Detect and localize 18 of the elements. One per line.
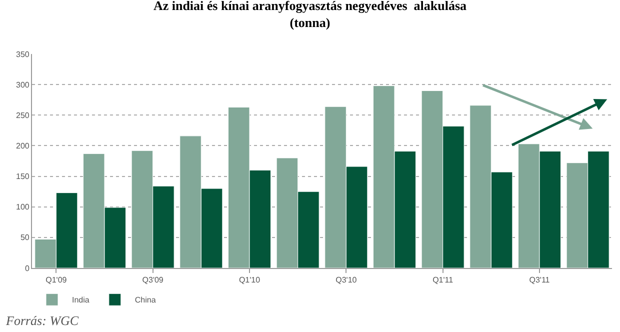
y-tick-label: 50 [20, 233, 30, 242]
legend-label: India [72, 296, 90, 305]
chart-title: Az indiai és kínai aranyfogyasztás negyedéves alakulása (tonna) [153, 0, 468, 30]
y-tick-label: 250 [16, 110, 30, 120]
x-tick-label: Q3'11 [529, 276, 550, 285]
x-tick-label: Q1'10 [238, 276, 261, 285]
x-tick-label: Q3'09 [142, 276, 164, 285]
y-tick-label: 200 [16, 142, 30, 151]
x-tick-label: Q3'10 [336, 276, 358, 285]
y-tick-label: 100 [16, 202, 30, 212]
y-tick-label: 150 [16, 172, 30, 182]
y-tick-label: 350 [16, 50, 30, 59]
text: Forrás: WGC [5, 313, 79, 328]
x-tick-label: Q1'11 [432, 276, 454, 285]
legend-label: China [134, 296, 156, 305]
y-tick-label: 300 [16, 80, 30, 90]
y-tick-label: 0 [24, 264, 30, 273]
x-tick-label: Q1'09 [46, 276, 68, 285]
